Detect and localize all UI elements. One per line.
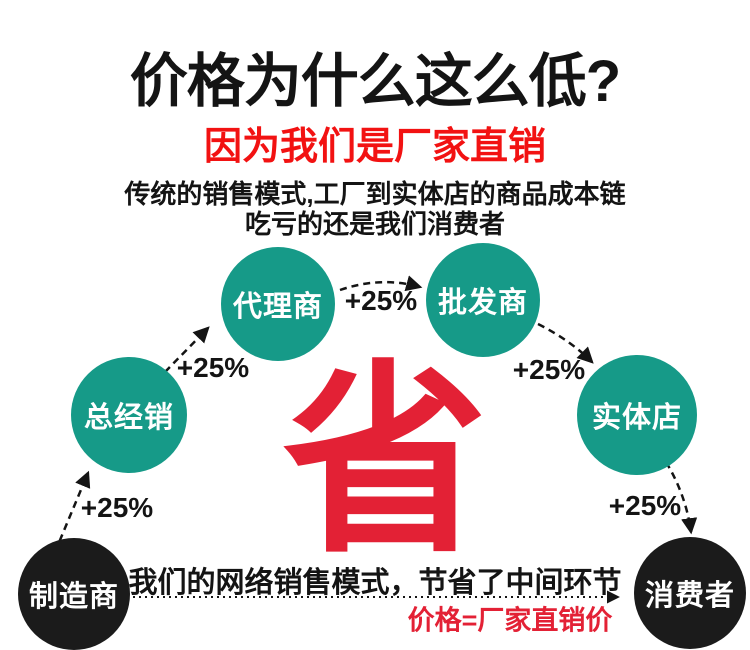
page-title: 价格为什么这么低? — [129, 49, 621, 114]
chain-node-distributor: 总经销 — [71, 357, 187, 473]
chain-node-consumer: 消费者 — [634, 537, 746, 649]
description-line-2: 吃亏的还是我们消费者 — [244, 209, 505, 239]
chain-node-label: 代理商 — [232, 291, 323, 323]
description-line-1: 传统的销售模式,工厂到实体店的商品成本链 — [124, 179, 626, 209]
save-character: 省 — [282, 347, 488, 577]
increment-label-5: +25% — [608, 490, 682, 521]
increment-label-4: +25% — [512, 354, 586, 385]
chain-node-label: 批发商 — [437, 287, 528, 319]
chain-node-label: 消费者 — [644, 580, 735, 612]
chain-node-label: 实体店 — [591, 402, 682, 434]
footer-model-text: 我们的网络销售模式，节省了中间环节 — [128, 567, 622, 599]
increment-label-2: +25% — [176, 352, 250, 383]
description: 传统的销售模式,工厂到实体店的商品成本链 吃亏的还是我们消费者 — [0, 179, 750, 239]
increment-label-1: +25% — [80, 492, 154, 523]
chain-node-store: 实体店 — [577, 355, 697, 475]
subtitle: 因为我们是厂家直销 — [203, 126, 546, 168]
chain-node-manufacturer: 制造商 — [18, 538, 130, 650]
chain-node-label: 制造商 — [28, 581, 119, 613]
chain-node-label: 总经销 — [83, 402, 174, 434]
chain-node-wholesaler: 批发商 — [426, 243, 540, 357]
footer-price-text: 价格=厂家直销价 — [407, 605, 613, 636]
increment-label-3: +25% — [344, 285, 418, 316]
chain-node-agent: 代理商 — [221, 247, 335, 361]
